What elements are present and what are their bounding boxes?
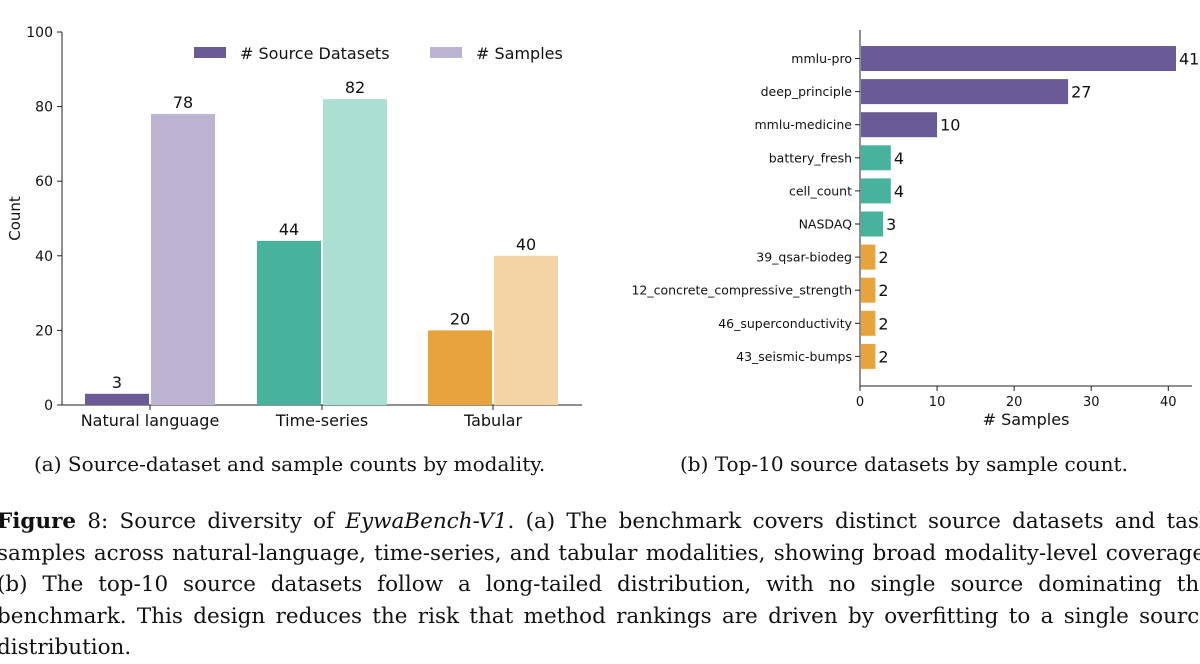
legend-swatch <box>194 47 226 58</box>
y-tick-label: 80 <box>35 100 53 116</box>
y-tick-label: mmlu-medicine <box>755 117 853 132</box>
y-axis-label: Count <box>6 196 24 241</box>
figure-title: EywaBench-V1 <box>345 509 508 534</box>
y-tick-label: 20 <box>35 323 53 339</box>
bar-dataset <box>861 211 884 237</box>
y-tick-label: battery_fresh <box>769 150 852 165</box>
bar-value-label: 41 <box>1179 50 1199 69</box>
bar-dataset <box>861 79 1069 105</box>
legend-label: # Source Datasets <box>240 44 390 63</box>
bar-value-label: 3 <box>886 215 896 234</box>
chart-b-top10-datasets: 0 10 20 30 40 # Samples mmlu-pro 41 deep_princip… <box>631 30 1199 429</box>
x-tick-label: 30 <box>1083 395 1100 410</box>
bar-dataset <box>861 343 876 369</box>
bar-dataset <box>861 277 876 303</box>
bar-source-datasets <box>428 330 492 405</box>
x-tick-label: 20 <box>1006 395 1023 410</box>
caption-b: (b) Top-10 source datasets by sample cou… <box>680 452 1128 476</box>
bar-value-label: 82 <box>345 78 365 97</box>
bar-dataset <box>861 310 876 336</box>
caption-a: (a) Source-dataset and sample counts by … <box>34 452 546 476</box>
bar-value-label: 20 <box>450 309 470 328</box>
y-tick-label: 43_seismic-bumps <box>736 349 852 364</box>
figure-number: 8: Source diversity of <box>76 509 346 534</box>
bar-value-label: 27 <box>1071 83 1091 102</box>
x-tick-label: 40 <box>1160 395 1177 410</box>
bar-value-label: 44 <box>279 220 299 239</box>
y-tick-label: 39_qsar-biodeg <box>756 250 852 265</box>
bar-value-label: 40 <box>516 235 536 254</box>
bar-dataset <box>861 244 876 270</box>
figure-label: Figure <box>0 509 77 534</box>
y-tick-label: 60 <box>35 174 53 190</box>
y-tick-label: cell_count <box>789 183 852 198</box>
x-tick-label: 10 <box>929 395 946 410</box>
x-axis-label: # Samples <box>983 410 1070 429</box>
x-tick-label: Time-series <box>275 411 368 430</box>
y-tick-label: 46_superconductivity <box>718 316 852 331</box>
bar-value-label: 2 <box>878 347 888 366</box>
bar-value-label: 3 <box>112 373 122 392</box>
bar-source-datasets <box>257 240 321 405</box>
bar-samples <box>494 255 558 405</box>
bar-source-datasets <box>85 393 149 405</box>
bar-dataset <box>861 178 891 204</box>
bar-value-label: 2 <box>878 248 888 267</box>
y-tick-label: 0 <box>44 398 53 414</box>
y-tick-label: 40 <box>35 249 53 265</box>
bar-dataset <box>861 46 1176 71</box>
legend-label: # Samples <box>476 44 563 63</box>
bar-value-label: 10 <box>940 116 960 135</box>
bar-dataset <box>861 145 891 171</box>
bar-dataset <box>861 112 938 138</box>
legend-swatch <box>430 47 462 58</box>
y-tick-label: mmlu-pro <box>791 51 852 66</box>
bar-samples <box>323 99 387 405</box>
bar-value-label: 2 <box>878 314 888 333</box>
chart-a-modality-counts: 0 20 40 60 80 100 Count Natural language 3 78 Time… <box>6 25 582 430</box>
y-tick-label: 100 <box>26 25 53 41</box>
y-tick-label: deep_principle <box>761 84 853 99</box>
bar-value-label: 4 <box>894 182 904 201</box>
figure-caption-body: . (a) The benchmark covers distinct sour… <box>0 509 1200 660</box>
y-tick-label: NASDAQ <box>799 217 853 232</box>
x-tick-label: Natural language <box>81 411 220 430</box>
bar-value-label: 78 <box>173 93 193 112</box>
y-tick-label: 12_concrete_compressive_strength <box>631 283 852 298</box>
bar-value-label: 2 <box>878 281 888 300</box>
bar-value-label: 4 <box>894 149 904 168</box>
x-tick-label: 0 <box>856 395 864 410</box>
bar-samples <box>151 114 215 405</box>
x-tick-label: Tabular <box>463 411 522 430</box>
figure-caption: Figure 8: Source diversity of EywaBench-… <box>0 506 1200 664</box>
